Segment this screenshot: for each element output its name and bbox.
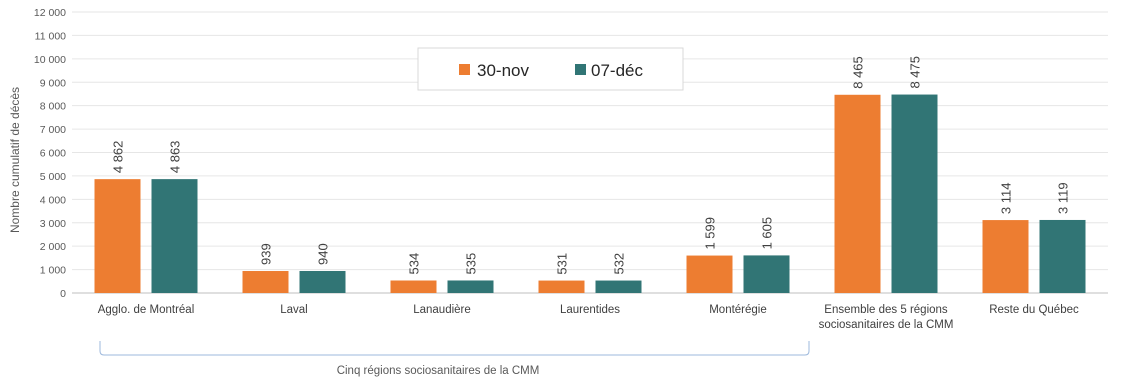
y-tick-label: 7 000 <box>40 124 66 136</box>
bracket-label: Cinq régions sociosanitaires de la CMM <box>337 365 540 377</box>
y-tick-label: 3 000 <box>40 218 66 230</box>
data-label: 8 465 <box>851 56 866 89</box>
data-label: 8 475 <box>908 56 923 89</box>
category-label: Laval <box>280 304 308 316</box>
legend-label-07-dec: 07-déc <box>591 61 643 80</box>
data-label: 534 <box>407 253 422 275</box>
y-tick-label: 10 000 <box>34 54 66 66</box>
bar-30-nov <box>686 255 733 293</box>
region-group-bracket: Cinq régions sociosanitaires de la CMM <box>99 341 810 377</box>
category-label: Lanaudière <box>413 304 471 316</box>
bar-30-nov <box>834 94 881 293</box>
data-label: 1 605 <box>760 217 775 250</box>
data-label: 3 114 <box>999 183 1014 215</box>
bar-07-dec <box>447 280 494 293</box>
legend-frame <box>417 47 684 91</box>
legend-swatch-07-dec <box>575 64 586 75</box>
y-tick-label: 11 000 <box>35 30 66 42</box>
gridlines <box>72 11 1108 294</box>
y-tick-label: 12 000 <box>34 7 66 19</box>
data-label: 4 862 <box>111 141 126 174</box>
y-tick-label: 6 000 <box>40 148 66 160</box>
data-label: 939 <box>259 243 274 265</box>
legend: 30-nov 07-déc <box>417 47 684 91</box>
category-label: Laurentides <box>560 304 620 316</box>
bracket-line <box>99 341 810 356</box>
y-tick-label: 5 000 <box>40 171 66 183</box>
y-tick-label: 0 <box>60 288 66 300</box>
y-tick-label: 4 000 <box>40 194 66 206</box>
y-tick-label: 1 000 <box>40 265 66 277</box>
bar-30-nov <box>390 280 437 293</box>
legend-label-30-nov: 30-nov <box>477 61 529 80</box>
data-label: 3 119 <box>1056 182 1071 214</box>
bar-07-dec <box>151 179 198 293</box>
y-tick-label: 2 000 <box>40 241 66 253</box>
data-label: 531 <box>555 253 570 275</box>
data-label: 532 <box>612 253 627 275</box>
x-axis-categories: Agglo. de Montréal Laval Lanaudière Laurent… <box>98 304 1079 331</box>
y-axis-label: Nombre cumulatif de décès <box>8 87 22 233</box>
bar-30-nov <box>538 280 585 293</box>
category-label: Agglo. de Montréal <box>98 304 195 316</box>
legend-swatch-30-nov <box>459 64 470 75</box>
data-label: 535 <box>464 253 479 275</box>
bar-07-dec <box>743 255 790 293</box>
bar-30-nov <box>982 220 1029 293</box>
category-label: sociosanitaires de la CMM <box>819 319 954 331</box>
bar-07-dec <box>1039 219 1086 293</box>
bar-07-dec <box>595 280 642 293</box>
category-label: Montérégie <box>709 304 767 316</box>
bar-07-dec <box>891 94 938 293</box>
data-label: 1 599 <box>703 217 718 250</box>
category-label: Ensemble des 5 régions <box>824 304 948 316</box>
data-label: 4 863 <box>168 141 183 174</box>
bar-07-dec <box>299 270 346 293</box>
bar-30-nov <box>242 271 289 293</box>
data-labels: 4 862 4 863 939 940 534 535 531 532 1 599 1 605 8 … <box>111 56 1071 275</box>
category-label: Reste du Québec <box>989 304 1079 316</box>
y-tick-label: 8 000 <box>40 101 66 113</box>
bar-30-nov <box>94 179 141 293</box>
y-axis-ticks: 0 1 000 2 000 3 000 4 000 5 000 6 000 7 000 8 00… <box>34 7 66 300</box>
data-label: 940 <box>316 243 331 265</box>
bars <box>94 94 1086 293</box>
y-tick-label: 9 000 <box>40 77 66 89</box>
